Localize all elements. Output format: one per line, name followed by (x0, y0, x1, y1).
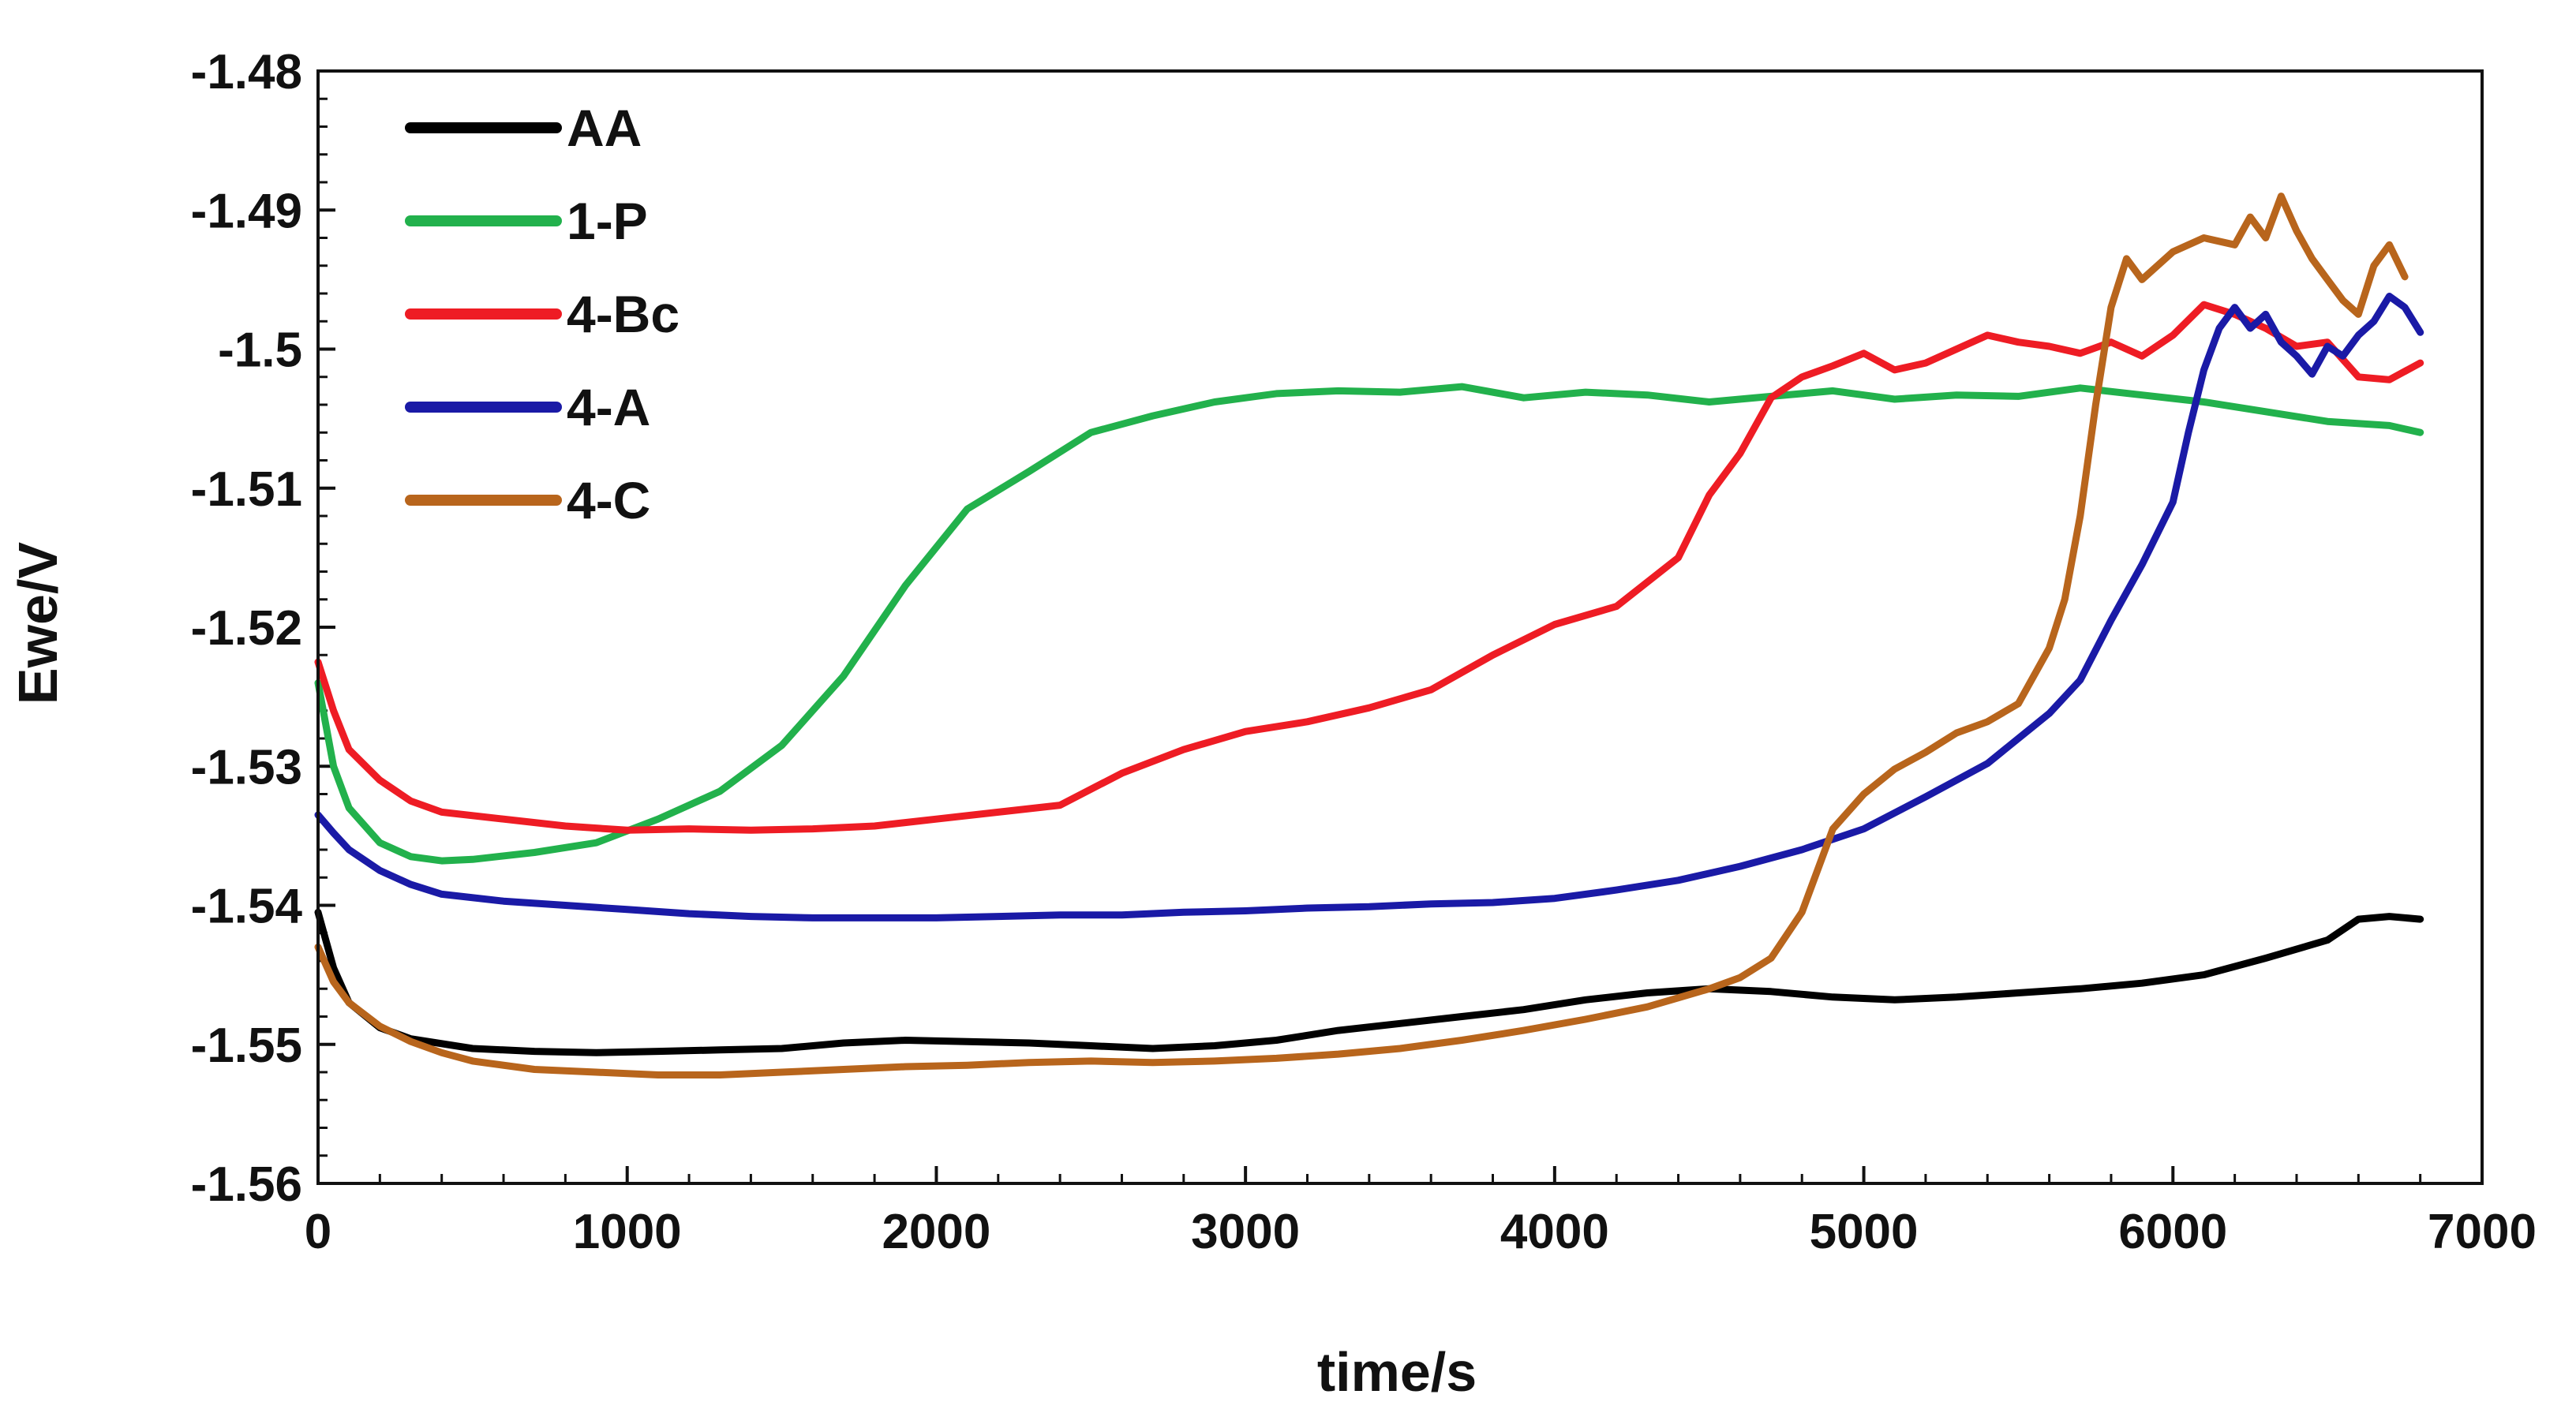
series-line-1p (314, 383, 2424, 865)
y-tick-label: -1.48 (191, 45, 302, 99)
legend: AA 1-P 4-Bc 4-A 4-C (405, 99, 680, 529)
y-tick-label: -1.5 (218, 323, 302, 378)
y-tick-label: -1.49 (191, 184, 302, 238)
x-tick-label: 2000 (882, 1205, 990, 1259)
legend-label-aa: AA (567, 99, 642, 157)
y-tick-label: -1.52 (191, 601, 302, 656)
x-tick-label: 0 (305, 1205, 331, 1259)
y-tick-label: -1.53 (191, 740, 302, 794)
y-tick-label: -1.55 (191, 1019, 302, 1073)
series-layer (314, 193, 2424, 1078)
x-tick-label: 1000 (573, 1205, 682, 1259)
legend-label-4a: 4-A (567, 378, 650, 436)
x-tick-label: 3000 (1191, 1205, 1300, 1259)
x-tick-label: 5000 (1810, 1205, 1919, 1259)
series-line-4c (314, 193, 2409, 1078)
y-tick-label: -1.54 (191, 880, 303, 934)
y-tick-label: -1.56 (191, 1157, 302, 1212)
legend-label-4bc: 4-Bc (567, 285, 680, 343)
plot-frame (316, 69, 2484, 1185)
x-tick-label: 6000 (2118, 1205, 2227, 1259)
ticks-layer: -1.48 -1.49 -1.5 -1.51 -1.52 -1.53 -1.54 -1.55 -… (191, 45, 2537, 1259)
y-tick-label: -1.51 (191, 462, 302, 517)
x-axis-title: time/s (1317, 1341, 1477, 1403)
series-line-aa (314, 908, 2424, 1056)
x-tick-label: 7000 (2428, 1205, 2537, 1259)
x-tick-label: 4000 (1500, 1205, 1609, 1259)
legend-label-4c: 4-C (567, 471, 650, 529)
series-line-4bc (314, 301, 2424, 834)
y-axis-title: Ewe/V (7, 542, 69, 705)
legend-label-1p: 1-P (567, 192, 648, 250)
series-line-4a (314, 293, 2424, 921)
